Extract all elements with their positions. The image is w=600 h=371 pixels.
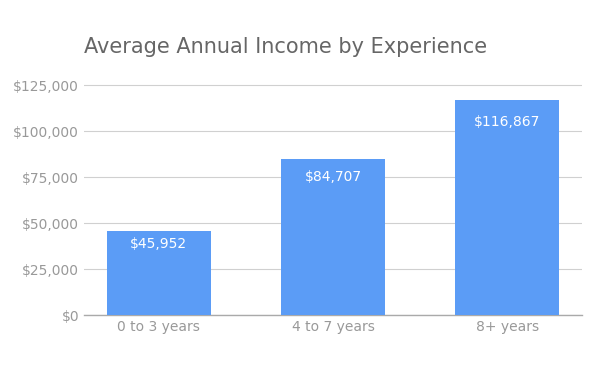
Bar: [455, 100, 559, 315]
Text: $116,867: $116,867: [474, 115, 541, 129]
Text: Average Annual Income by Experience: Average Annual Income by Experience: [84, 37, 487, 57]
Text: $45,952: $45,952: [130, 237, 187, 251]
Bar: [281, 160, 385, 315]
Bar: [107, 231, 211, 315]
Text: $84,707: $84,707: [304, 170, 362, 184]
